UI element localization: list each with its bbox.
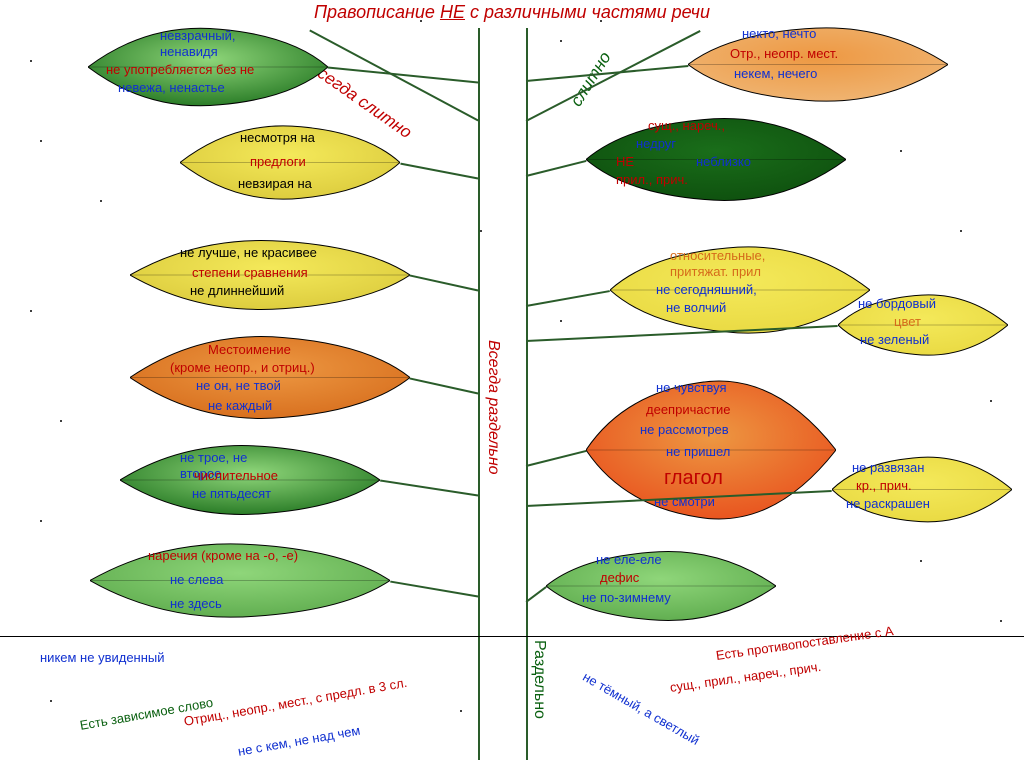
leaf-text: (кроме неопр., и отриц.) xyxy=(170,360,315,376)
leaf-text: степени сравнения xyxy=(192,265,308,281)
leaf-text: не трое, не xyxy=(180,450,247,466)
leaf-R4: не чувствуя деепричастие не рассмотрев не п… xyxy=(586,370,836,530)
leaf-R1: некто, нечто Отр., неопр. мест. некем, неч… xyxy=(688,22,948,107)
branch-line xyxy=(410,275,478,291)
leaf-text: не еле-еле xyxy=(596,552,662,568)
branch-line xyxy=(526,290,610,306)
leaf-text: несмотря на xyxy=(240,130,315,146)
leaf-text: невзирая на xyxy=(238,176,312,192)
leaf-text: не каждый xyxy=(208,398,272,414)
leaf-text: не развязан xyxy=(852,460,924,476)
leaf-text: не зеленый xyxy=(860,332,929,348)
leaf-text: не сегодняшний, xyxy=(656,282,757,298)
leaf-text: прил., прич. xyxy=(616,172,688,188)
leaf-L5: не трое, невтороечислительноене пятьдеся… xyxy=(120,440,380,520)
leaf-text: не длиннейший xyxy=(190,283,284,299)
branch-line xyxy=(390,581,478,597)
leaf-text: не он, не твой xyxy=(196,378,281,394)
label-separate: Раздельно xyxy=(530,640,548,719)
bottom-note: не с кем, не над чем xyxy=(237,723,362,759)
leaf-L1: невзрачный,ненавидя не употребляется без … xyxy=(88,22,328,112)
leaf-text: не волчий xyxy=(666,300,726,316)
bottom-note: Отриц., неопр., мест., с предл. в 3 сл. xyxy=(183,675,409,729)
title-pre: Правописание xyxy=(314,2,440,22)
leaf-text: не чувствуя xyxy=(656,380,727,396)
leaf-text: относительные, xyxy=(670,248,765,264)
leaf-text: не употребляется без не xyxy=(106,62,254,78)
leaf-text: дефис xyxy=(600,570,639,586)
leaf-L3: не лучше, не красивее степени сравнения не… xyxy=(130,235,410,315)
leaf-R3b: не бордовый цвет не зеленый xyxy=(838,290,1008,360)
branch-line xyxy=(400,163,478,179)
leaf-text: притяжат. прил xyxy=(670,264,761,280)
branch-line xyxy=(526,160,586,176)
leaf-text: не раскрашен xyxy=(846,496,930,512)
leaf-text: неблизко xyxy=(696,154,751,170)
leaf-text: Отр., неопр. мест. xyxy=(730,46,838,62)
leaf-text: ненавидя xyxy=(160,44,218,60)
leaf-L2: несмотря на предлоги невзирая на xyxy=(180,120,400,205)
stem-right xyxy=(526,28,528,760)
stem-left xyxy=(478,28,480,760)
leaf-text: не по-зимнему xyxy=(582,590,671,606)
leaf-text: не пятьдесят xyxy=(192,486,271,502)
branch-line xyxy=(526,30,701,121)
leaf-R4b: не развязан кр., прич. не раскрашен xyxy=(832,452,1012,527)
leaf-text: глагол xyxy=(664,466,723,491)
label-together-right: слитно xyxy=(567,48,616,110)
leaf-text: предлоги xyxy=(250,154,306,170)
leaf-L6: наречия (кроме на -о, -е) не слева не здес… xyxy=(90,538,390,623)
leaf-text: не здесь xyxy=(170,596,222,612)
branch-line xyxy=(380,480,478,496)
leaf-text: некем, нечего xyxy=(734,66,817,82)
leaf-text: не пришел xyxy=(666,444,730,460)
leaf-text: числительное xyxy=(194,468,278,484)
leaf-text: не слева xyxy=(170,572,223,588)
leaf-R5: не еле-еле дефис не по-зимнему xyxy=(546,546,776,626)
bottom-note: сущ., прил., нареч., прич. xyxy=(669,659,822,695)
leaf-text: некто, нечто xyxy=(742,26,816,42)
leaf-text: деепричастие xyxy=(646,402,731,418)
title-post: с различными частями речи xyxy=(465,2,710,22)
leaf-text: невзрачный, xyxy=(160,28,235,44)
leaf-text: не бордовый xyxy=(858,296,936,312)
leaf-text: НЕ xyxy=(616,154,634,170)
page-title: Правописание НЕ с различными частями реч… xyxy=(314,2,710,23)
leaf-text: невежа, ненастье xyxy=(118,80,225,96)
leaf-text: наречия (кроме на -о, -е) xyxy=(148,548,298,564)
leaf-text: кр., прич. xyxy=(856,478,912,494)
title-ne: НЕ xyxy=(440,2,465,22)
branch-line xyxy=(526,586,547,602)
leaf-text: не рассмотрев xyxy=(640,422,729,438)
leaf-text: недруг xyxy=(636,136,676,152)
leaf-text: цвет xyxy=(894,314,921,330)
branch-line xyxy=(526,450,586,466)
leaf-text: не лучше, не красивее xyxy=(180,245,317,261)
leaf-text: сущ., нареч., xyxy=(648,118,725,134)
bottom-note: Есть противопоставление с А xyxy=(715,623,894,663)
label-always-separate: Всегда раздельно xyxy=(484,340,502,475)
branch-line xyxy=(410,378,478,394)
leaf-R2: сущ., нареч., недругНЕ неблизко прил., прич… xyxy=(586,112,846,207)
leaf-L4: Местоимение (кроме неопр., и отриц.) не он… xyxy=(130,330,410,425)
bottom-note: никем не увиденный xyxy=(40,650,165,665)
leaf-text: Местоимение xyxy=(208,342,291,358)
